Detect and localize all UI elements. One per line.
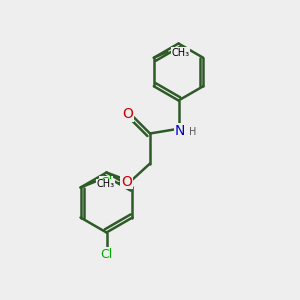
- Text: CH₃: CH₃: [96, 179, 115, 189]
- Text: Cl: Cl: [100, 176, 112, 190]
- Text: Cl: Cl: [100, 248, 112, 261]
- Text: O: O: [121, 175, 132, 188]
- Text: O: O: [123, 107, 134, 121]
- Text: CH₃: CH₃: [172, 48, 190, 58]
- Text: H: H: [189, 127, 196, 136]
- Text: N: N: [175, 124, 185, 137]
